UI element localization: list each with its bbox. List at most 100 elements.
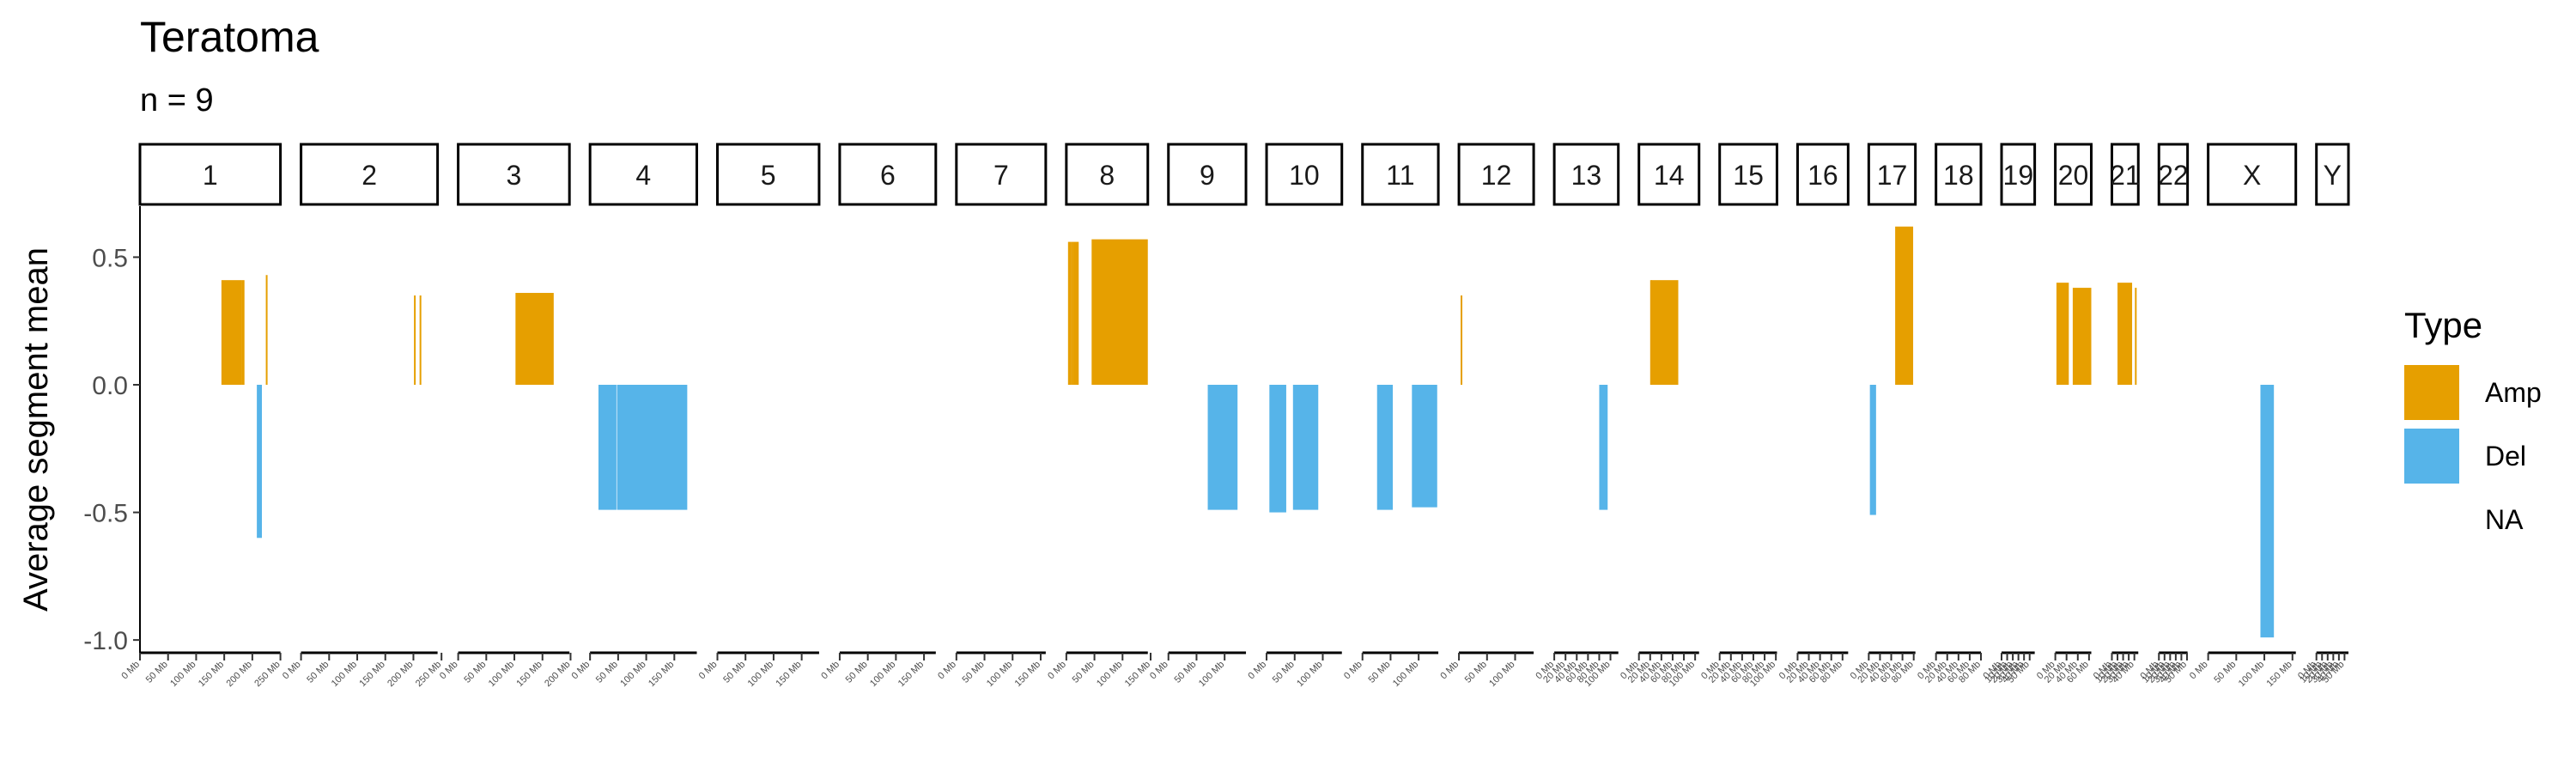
segment-bar-amp-chr2	[414, 295, 416, 385]
x-tick-label: 100 Mb	[1095, 660, 1124, 689]
x-tick-label: 0 Mb	[819, 660, 841, 682]
x-tick-label: 100 Mb	[168, 660, 197, 689]
strip-label: 12	[1481, 160, 1512, 191]
legend-swatch	[2404, 492, 2459, 547]
strip-box	[2054, 143, 2093, 206]
x-tick-label: 0 Mb	[1438, 660, 1461, 682]
x-tick-label: 50 Mb	[961, 660, 987, 685]
strip-label: 22	[2158, 160, 2189, 191]
segment-bar-del-chr13	[1599, 385, 1608, 510]
x-tick-label: 50 Mb	[305, 660, 331, 685]
segment-bar-amp-chr1	[265, 275, 268, 385]
segment-bar-del-chr11	[1412, 385, 1437, 508]
x-tick-label: 0 Mb	[2188, 660, 2210, 682]
strip-box	[1935, 143, 1983, 206]
x-tick-label: 100 Mb	[1391, 660, 1420, 689]
strip-label: 5	[761, 160, 776, 191]
x-tick-label: 0 Mb	[697, 660, 720, 682]
strip-box	[1167, 143, 1248, 206]
x-tick-label: 100 Mb	[985, 660, 1014, 689]
segment-bar-amp-chr2	[419, 295, 422, 385]
strip-label: 15	[1733, 160, 1764, 191]
strip-box	[1065, 143, 1150, 206]
strip-label: 2	[361, 160, 377, 191]
x-tick-label: 0 Mb	[1148, 660, 1170, 682]
x-tick-label: 50 Mb	[462, 660, 488, 685]
legend-items: Amp Del NA	[2404, 362, 2542, 551]
x-tick-label: 50 Mb	[1271, 660, 1297, 685]
strip-label: 6	[880, 160, 896, 191]
strip-label: 18	[1943, 160, 1974, 191]
strip-label: 1	[203, 160, 218, 191]
segment-bar-amp-chr21	[2117, 283, 2133, 385]
x-tick-label: 0 Mb	[1246, 660, 1268, 682]
x-tick-label: 150 Mb	[197, 660, 226, 689]
x-tick-label: 150 Mb	[896, 660, 926, 689]
x-tick-label: 150 Mb	[2264, 660, 2293, 689]
segment-bar-del-chr4	[598, 385, 617, 510]
x-tick-label: 100 Mb	[746, 660, 775, 689]
x-tick-label: 50 Mb	[1366, 660, 1392, 685]
legend-item-del: Del	[2404, 425, 2542, 487]
strip-box	[1361, 143, 1440, 206]
strip-box	[138, 143, 283, 206]
x-tick-label: 150 Mb	[1013, 660, 1042, 689]
x-tick-label: 150 Mb	[514, 660, 544, 689]
segment-bar-amp-chr20	[2072, 288, 2092, 385]
strip-box	[1795, 143, 1850, 206]
strip-box	[1265, 143, 1344, 206]
x-tick-label: 0 Mb	[1342, 660, 1364, 682]
segment-bar-amp-chr1	[223, 280, 242, 385]
segment-bar-del-chr1	[257, 385, 262, 539]
legend-item-na: NA	[2404, 489, 2542, 551]
y-tick-label: -0.5	[83, 500, 128, 528]
segment-bar-amp-chr1	[221, 280, 224, 385]
x-tick-label: 150 Mb	[774, 660, 803, 689]
segment-bar-amp-chr3	[515, 293, 554, 385]
x-tick-label: 200 Mb	[386, 660, 415, 689]
x-tick-label: 100 Mb	[487, 660, 516, 689]
legend-label: Del	[2485, 440, 2527, 472]
x-tick-label: 150 Mb	[357, 660, 386, 689]
strip-box	[2315, 143, 2350, 206]
x-tick-label: 50 Mb	[144, 660, 170, 685]
segment-bar-del-chr11	[1376, 385, 1394, 510]
segment-bar-amp-chr20	[2056, 283, 2069, 385]
strip-label: 16	[1807, 160, 1838, 191]
segment-bar-amp-chr8	[1067, 241, 1072, 385]
segment-bar-del-chr17	[1869, 385, 1876, 515]
x-tick-label: 50 Mb	[721, 660, 747, 685]
x-tick-label: 200 Mb	[543, 660, 572, 689]
strip-label: X	[2243, 160, 2261, 191]
x-tick-label: 100 Mb	[1197, 660, 1226, 689]
segment-bar-del-chr10	[1269, 385, 1286, 513]
strip-label: 4	[635, 160, 651, 191]
x-tick-label: 100 Mb	[1295, 660, 1324, 689]
strip-label: 8	[1099, 160, 1115, 191]
y-axis-label: Average segment mean	[17, 247, 55, 612]
x-tick-label: 100 Mb	[1487, 660, 1516, 689]
legend-swatch	[2404, 365, 2459, 420]
strip-box	[955, 143, 1048, 206]
segment-bar-del-chr4	[617, 385, 666, 510]
strip-box	[715, 143, 821, 206]
strip-box	[2157, 143, 2190, 206]
chart-title: Teratoma	[140, 13, 319, 61]
strip-box	[588, 143, 698, 206]
x-tick-label: 250 Mb	[252, 660, 282, 689]
strip-box	[2000, 143, 2037, 206]
